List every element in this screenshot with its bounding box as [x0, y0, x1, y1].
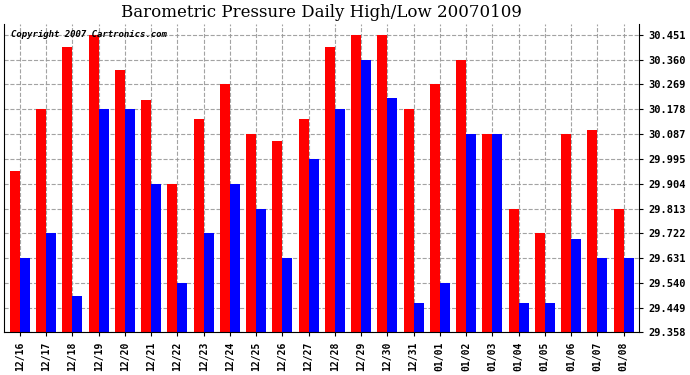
Bar: [36, 109, 46, 332]
Bar: [335, 109, 345, 332]
Bar: [10, 171, 20, 332]
Bar: [230, 184, 240, 332]
Bar: [493, 134, 502, 332]
Bar: [282, 258, 293, 332]
Bar: [404, 109, 413, 332]
Bar: [299, 120, 308, 332]
Bar: [125, 109, 135, 332]
Title: Barometric Pressure Daily High/Low 20070109: Barometric Pressure Daily High/Low 20070…: [121, 4, 522, 21]
Bar: [587, 130, 598, 332]
Bar: [256, 209, 266, 332]
Bar: [246, 134, 256, 332]
Bar: [561, 134, 571, 332]
Bar: [509, 209, 519, 332]
Bar: [624, 258, 633, 332]
Bar: [440, 283, 450, 332]
Bar: [545, 303, 555, 332]
Bar: [204, 233, 214, 332]
Bar: [598, 258, 607, 332]
Bar: [99, 109, 108, 332]
Bar: [62, 47, 72, 332]
Bar: [273, 141, 282, 332]
Bar: [430, 84, 440, 332]
Bar: [194, 120, 204, 332]
Bar: [613, 209, 624, 332]
Bar: [413, 303, 424, 332]
Bar: [482, 134, 493, 332]
Bar: [220, 84, 230, 332]
Bar: [177, 283, 188, 332]
Text: Copyright 2007 Cartronics.com: Copyright 2007 Cartronics.com: [10, 30, 166, 39]
Bar: [571, 239, 581, 332]
Bar: [46, 233, 56, 332]
Bar: [89, 35, 99, 332]
Bar: [308, 159, 319, 332]
Bar: [361, 60, 371, 332]
Bar: [115, 70, 125, 332]
Bar: [466, 134, 476, 332]
Bar: [325, 47, 335, 332]
Bar: [387, 98, 397, 332]
Bar: [377, 35, 387, 332]
Bar: [141, 100, 151, 332]
Bar: [519, 303, 529, 332]
Bar: [351, 35, 361, 332]
Bar: [20, 258, 30, 332]
Bar: [535, 233, 545, 332]
Bar: [151, 184, 161, 332]
Bar: [72, 297, 82, 332]
Bar: [456, 60, 466, 332]
Bar: [168, 184, 177, 332]
